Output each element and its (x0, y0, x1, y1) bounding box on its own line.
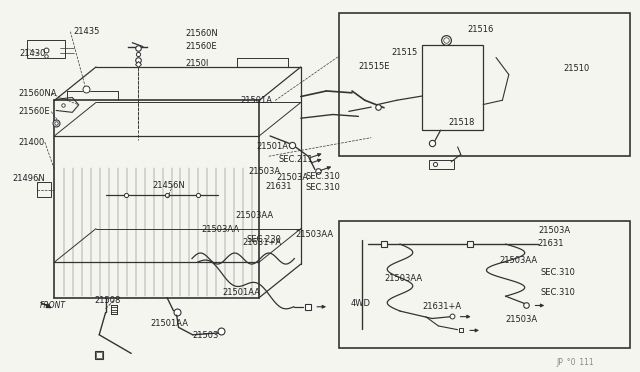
Text: SEC.310: SEC.310 (306, 172, 340, 181)
Bar (339, 13, 630, 156)
Bar (27, 40, 65, 58)
Bar (37, 182, 51, 197)
Text: 21510: 21510 (563, 64, 589, 73)
Text: SEC.310: SEC.310 (541, 268, 575, 277)
Text: 21501A: 21501A (256, 142, 288, 151)
Text: 21503AA: 21503AA (296, 230, 334, 239)
Text: FRONT: FRONT (40, 301, 66, 310)
Text: 21430: 21430 (19, 49, 45, 58)
Text: 21435: 21435 (74, 27, 100, 36)
Text: 21501AA: 21501AA (223, 288, 260, 296)
Text: 21508: 21508 (95, 296, 121, 305)
Text: JP °0 111: JP °0 111 (557, 358, 595, 367)
Text: 4WD: 4WD (351, 299, 371, 308)
Text: 21631+A: 21631+A (422, 302, 461, 311)
Text: 21515E: 21515E (358, 62, 390, 71)
Text: 21503A: 21503A (276, 173, 308, 182)
Text: SEC.211: SEC.211 (278, 155, 313, 164)
Text: 2150l: 2150l (186, 59, 209, 68)
Text: 21503AA: 21503AA (384, 274, 422, 283)
Bar (339, 221, 630, 348)
Text: 21515: 21515 (392, 48, 418, 57)
Text: 21516: 21516 (467, 25, 493, 34)
Text: SEC.310: SEC.310 (306, 183, 340, 192)
Text: 21560E: 21560E (186, 42, 217, 51)
Text: 21503A: 21503A (248, 167, 280, 176)
Text: 21456N: 21456N (152, 181, 185, 190)
Text: 21560N: 21560N (186, 29, 218, 38)
Text: 21631: 21631 (266, 182, 292, 190)
Text: 21501AA: 21501AA (150, 319, 188, 328)
Text: 21631+A: 21631+A (242, 238, 281, 247)
Text: 21501A: 21501A (240, 96, 272, 105)
Text: 21518: 21518 (448, 118, 474, 127)
Text: 21503AA: 21503AA (202, 225, 240, 234)
Text: 21503A: 21503A (539, 226, 571, 235)
Text: SEC.230: SEC.230 (246, 235, 281, 244)
Text: 21631: 21631 (538, 239, 564, 248)
Text: 21400: 21400 (18, 138, 44, 147)
Text: 21503: 21503 (192, 331, 218, 340)
Text: 21503AA: 21503AA (236, 211, 274, 220)
Text: SEC.310: SEC.310 (541, 288, 575, 296)
Text: 21503A: 21503A (506, 315, 538, 324)
Bar (429, 160, 454, 169)
Text: 21560NA: 21560NA (18, 89, 56, 98)
Text: 21496N: 21496N (13, 174, 45, 183)
Text: 21503AA: 21503AA (499, 256, 538, 265)
Bar (422, 45, 483, 130)
Text: 21560E: 21560E (18, 107, 49, 116)
